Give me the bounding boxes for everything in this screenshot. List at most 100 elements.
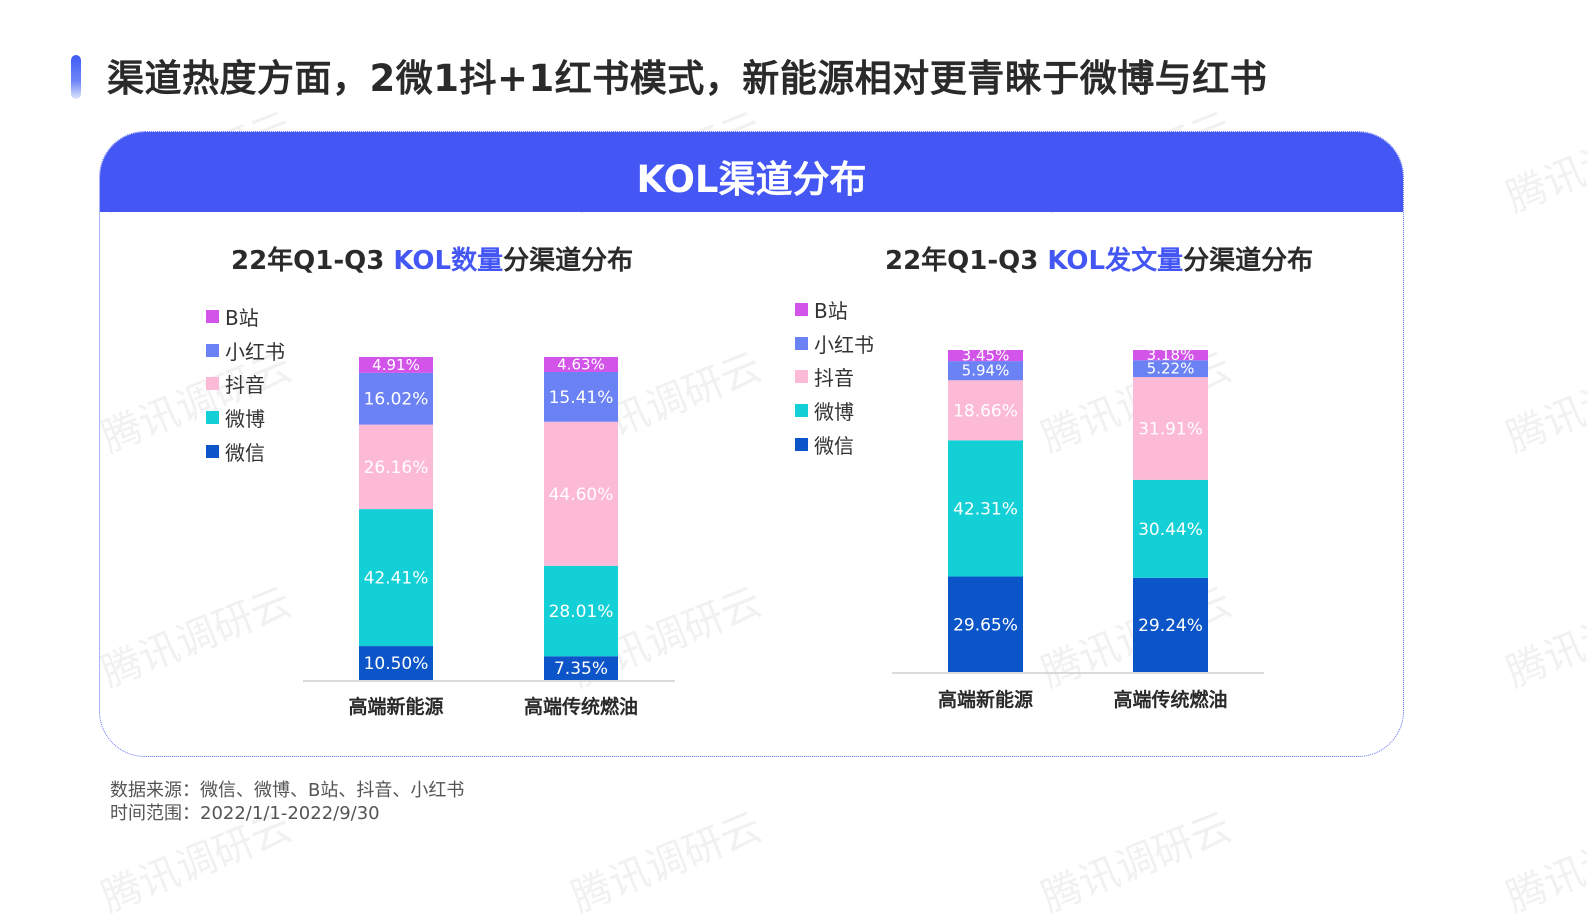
data-label: 4.91%	[372, 356, 420, 374]
chart-title-prefix: 22年Q1-Q3	[885, 246, 1048, 276]
legend-swatch-xiaohongshu	[795, 336, 808, 350]
data-label: 7.35%	[554, 659, 608, 679]
bar-segment-bilibili	[948, 350, 1023, 362]
legend-label: 微博	[225, 407, 265, 432]
page-title: 渠道热度方面，2微1抖+1红书模式，新能源相对更青睐于微博与红书	[107, 57, 1268, 100]
watermark: 腾讯调研云	[565, 803, 768, 922]
legend-label: 微博	[814, 400, 854, 425]
legend-swatch-douyin	[795, 370, 808, 384]
chart-title-highlight: KOL发文量	[1047, 246, 1184, 276]
bar-segment-xiaohongshu	[359, 372, 433, 425]
bar-segment-wechat	[1133, 577, 1208, 672]
chart-title-kol-posts: 22年Q1-Q3 KOL发文量分渠道分布	[885, 240, 1313, 277]
legend-item: B站	[206, 300, 285, 334]
legend-item: B站	[795, 293, 874, 327]
data-label: 3.18%	[1147, 346, 1195, 364]
time-range-line: 时间范围：2022/1/1-2022/9/30	[110, 803, 380, 824]
bar-segment-douyin	[1133, 377, 1208, 480]
bar-segment-douyin	[948, 380, 1023, 441]
legend-swatch-weibo	[795, 404, 808, 418]
kol-panel: KOL渠道分布	[99, 131, 1404, 757]
bar-segment-weibo	[544, 565, 618, 657]
data-label: 31.91%	[1138, 419, 1203, 439]
legend-item: 微信	[795, 427, 874, 461]
bar-segment-wechat	[948, 576, 1023, 672]
bar-segment-wechat	[359, 646, 433, 680]
category-label: 高端传统燃油	[1113, 688, 1227, 711]
bar-segment-weibo	[1133, 479, 1208, 578]
legend-label: 小红书	[225, 339, 285, 364]
legend-item: 微信	[206, 434, 285, 468]
data-label: 5.94%	[962, 362, 1010, 380]
data-label: 42.41%	[364, 569, 429, 589]
bar-segment-douyin	[359, 424, 433, 510]
data-label: 4.63%	[557, 355, 605, 373]
bar-segment-xiaohongshu	[1133, 360, 1208, 378]
legend-item: 微博	[206, 401, 285, 435]
legend-swatch-xiaohongshu	[206, 343, 219, 357]
legend-label: 微信	[225, 440, 265, 465]
legend-kol-posts: B站 小红书 抖音 微博 微信	[795, 293, 874, 461]
legend-swatch-wechat	[795, 437, 808, 451]
data-label: 10.50%	[364, 654, 429, 674]
legend-label: 微信	[814, 433, 854, 458]
legend-swatch-douyin	[206, 377, 219, 391]
bar-segment-weibo	[948, 440, 1023, 577]
legend-swatch-wechat	[206, 444, 219, 458]
chart-title-highlight: KOL数量	[393, 246, 504, 276]
bar-segment-xiaohongshu	[948, 361, 1023, 381]
bar-segment-bilibili	[544, 357, 618, 372]
data-label: 42.31%	[953, 499, 1018, 519]
legend-swatch-weibo	[206, 411, 219, 425]
legend-swatch-bilibili	[795, 303, 808, 317]
bar-segment-bilibili	[359, 357, 433, 373]
category-label: 高端新能源	[348, 695, 443, 718]
panel-header: KOL渠道分布	[100, 132, 1403, 212]
chart-kol-posts: 29.65% 42.31% 18.66% 5.94%3.45% 高端新能源 29.24% 3…	[892, 346, 1264, 711]
title-accent-bar	[71, 55, 81, 99]
panel-title: KOL渠道分布	[636, 158, 867, 201]
watermark: 腾讯调研云	[1500, 578, 1587, 697]
data-label: 30.44%	[1138, 520, 1203, 540]
chart-title-prefix: 22年Q1-Q3	[231, 246, 394, 276]
data-label: 3.45%	[962, 347, 1010, 365]
data-label: 5.22%	[1147, 360, 1195, 378]
data-label: 28.01%	[549, 602, 614, 622]
watermark: 腾讯调研云	[1500, 803, 1587, 922]
data-label: 29.24%	[1138, 616, 1203, 636]
legend-label: 抖音	[814, 366, 854, 391]
watermark: 腾讯调研云	[1035, 803, 1238, 922]
legend-label: 小红书	[814, 332, 874, 357]
data-label: 15.41%	[549, 388, 614, 408]
legend-item: 小红书	[206, 334, 285, 368]
bar-segment-xiaohongshu	[544, 371, 618, 422]
legend-label: B站	[814, 299, 848, 324]
legend-item: 抖音	[795, 360, 874, 394]
chart-kol-count: 10.50% 42.41% 26.16% 16.02% 4.91% 高端新能源 7.35% 2…	[303, 355, 675, 718]
category-label: 高端传统燃油	[524, 695, 638, 718]
bar-segment-wechat	[544, 656, 618, 680]
watermark: 腾讯调研云	[1500, 343, 1587, 462]
legend-label: B站	[225, 306, 259, 331]
legend-kol-count: B站 小红书 抖音 微博 微信	[206, 300, 285, 468]
data-label: 18.66%	[953, 401, 1018, 421]
category-label: 高端新能源	[938, 688, 1033, 711]
bar-segment-bilibili	[1133, 350, 1208, 361]
data-label: 26.16%	[364, 458, 429, 478]
data-label: 44.60%	[549, 485, 614, 505]
source-line: 数据来源：微信、微博、B站、抖音、小红书	[110, 780, 465, 801]
legend-label: 抖音	[225, 373, 265, 398]
watermark: 腾讯调研云	[1500, 103, 1587, 222]
data-source-note: 数据来源：微信、微博、B站、抖音、小红书 时间范围：2022/1/1-2022/…	[110, 779, 464, 825]
data-label: 16.02%	[364, 390, 429, 410]
data-label: 29.65%	[953, 615, 1018, 635]
bar-segment-douyin	[544, 421, 618, 566]
legend-item: 微博	[795, 394, 874, 428]
bar-segment-weibo	[359, 509, 433, 647]
legend-item: 小红书	[795, 327, 874, 361]
legend-item: 抖音	[206, 367, 285, 401]
chart-title-kol-count: 22年Q1-Q3 KOL数量分渠道分布	[231, 240, 633, 277]
chart-title-suffix: 分渠道分布	[1183, 246, 1314, 276]
legend-swatch-bilibili	[206, 310, 219, 324]
chart-title-suffix: 分渠道分布	[503, 246, 634, 276]
